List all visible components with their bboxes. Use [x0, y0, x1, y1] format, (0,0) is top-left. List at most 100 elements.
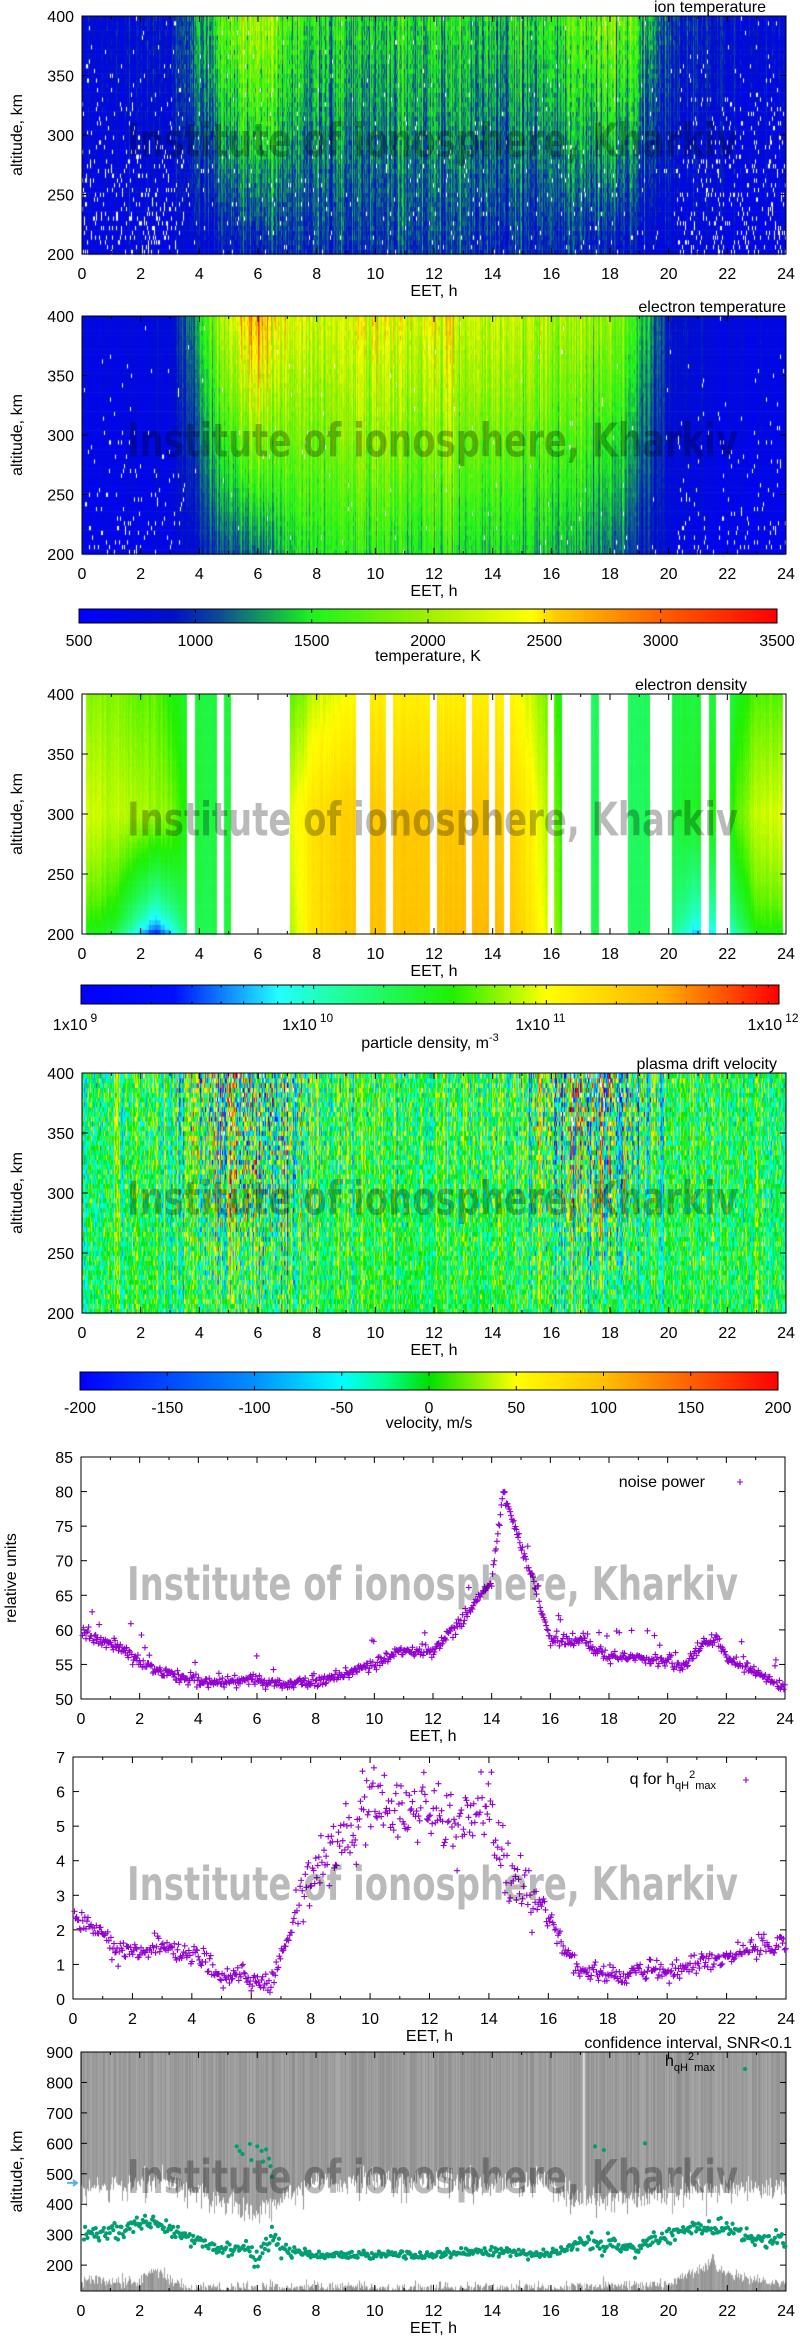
- data-point: [267, 2241, 272, 2246]
- colorbar-tick-label: 100: [590, 1400, 617, 1417]
- data-point: [626, 1970, 633, 1977]
- data-point: [255, 1979, 262, 1986]
- data-point: [333, 1862, 340, 1869]
- data-point: [131, 1941, 138, 1948]
- caption-text: particle density, m: [361, 1035, 489, 1052]
- data-point: [185, 1947, 192, 1954]
- data-point: [524, 1543, 531, 1550]
- data-point: [668, 1967, 675, 1974]
- tick-exponent: 11: [553, 1011, 566, 1025]
- data-point: [645, 1964, 652, 1971]
- x-tick-label: 8: [312, 266, 321, 283]
- data-point: [83, 2224, 88, 2229]
- data-point: [588, 1972, 595, 1979]
- data-point: [546, 1918, 553, 1925]
- data-point: [383, 1650, 390, 1657]
- data-point: [416, 1817, 423, 1824]
- data-point: [296, 1902, 303, 1909]
- data-point: [656, 1642, 663, 1649]
- data-point: [131, 2229, 136, 2235]
- data-point: [492, 1837, 499, 1844]
- data-point: [228, 1976, 235, 1983]
- data-point: [190, 1672, 197, 1679]
- y-tick-label: 6: [56, 1785, 65, 1802]
- data-point: [683, 1659, 690, 1666]
- data-point: [259, 2148, 264, 2154]
- data-point: [242, 1970, 249, 1977]
- data-point: [584, 2240, 589, 2245]
- data-point: [304, 1863, 311, 1870]
- data-point: [203, 1676, 210, 1683]
- x-tick-label: 20: [660, 566, 678, 583]
- data-point: [115, 2237, 121, 2242]
- x-tick-label: 12: [425, 946, 443, 963]
- data-point: [175, 2224, 181, 2229]
- data-point: [365, 1808, 372, 1815]
- data-point: [229, 2252, 235, 2257]
- data-point: [623, 1980, 630, 1987]
- x-tick-label: 22: [718, 946, 736, 963]
- data-point: [85, 2235, 90, 2241]
- data-point: [644, 1627, 651, 1634]
- data-point: [751, 1946, 758, 1953]
- data-point: [388, 1798, 395, 1805]
- data-point: [434, 1817, 441, 1824]
- data-point: [254, 2249, 259, 2254]
- data-point: [459, 1611, 466, 1618]
- data-point: [288, 1929, 295, 1936]
- data-point: [263, 2147, 269, 2152]
- x-tick-label: 20: [659, 1711, 677, 1728]
- data-point: [552, 1926, 559, 1933]
- data-point: [731, 2231, 736, 2236]
- data-point: [104, 2231, 109, 2236]
- data-point: [690, 1964, 697, 1971]
- data-point: [611, 1974, 618, 1981]
- data-point: [634, 1962, 641, 1969]
- data-point: [110, 1940, 117, 1947]
- data-point: [328, 1833, 335, 1840]
- data-point: [513, 1897, 520, 1904]
- data-point: [339, 1837, 346, 1844]
- data-point: [422, 1798, 429, 1805]
- data-point: [781, 1681, 788, 1688]
- data-point: [77, 1926, 84, 1933]
- data-point: [653, 1957, 660, 1964]
- data-point: [123, 1644, 130, 1651]
- data-point: [421, 1629, 428, 1636]
- data-point: [175, 1941, 182, 1948]
- y-tick-label: 200: [47, 247, 74, 264]
- data-point: [742, 2237, 747, 2243]
- data-point: [498, 1846, 505, 1853]
- data-point: [684, 1662, 691, 1669]
- data-point: [709, 1963, 716, 1970]
- data-point: [266, 1989, 273, 1996]
- data-point: [709, 2226, 714, 2231]
- caption-superscript: -3: [489, 1032, 499, 1044]
- data-point: [706, 2219, 712, 2224]
- data-point: [744, 2226, 749, 2231]
- data-point: [764, 2245, 769, 2250]
- data-point: [544, 1626, 551, 1633]
- data-point: [218, 1977, 225, 1984]
- data-point: [338, 1849, 345, 1856]
- data-point: [552, 1633, 559, 1640]
- data-point: [371, 1808, 378, 1815]
- data-point: [558, 1938, 565, 1945]
- data-point: [312, 1855, 319, 1862]
- data-point: [318, 1859, 325, 1866]
- data-point: [586, 1965, 593, 1972]
- data-point: [687, 1960, 694, 1967]
- data-point: [456, 1813, 463, 1820]
- data-point: [540, 1895, 547, 1902]
- data-point: [138, 2222, 143, 2227]
- data-point: [165, 1947, 172, 1954]
- data-point: [305, 1859, 312, 1866]
- data-point: [258, 1977, 265, 1984]
- data-point: [275, 2241, 280, 2247]
- data-point: [700, 1955, 707, 1962]
- data-point: [773, 2227, 779, 2233]
- data-point: [412, 1651, 419, 1658]
- data-point: [286, 1683, 293, 1690]
- y-axis-label: altitude, km: [9, 1152, 26, 1234]
